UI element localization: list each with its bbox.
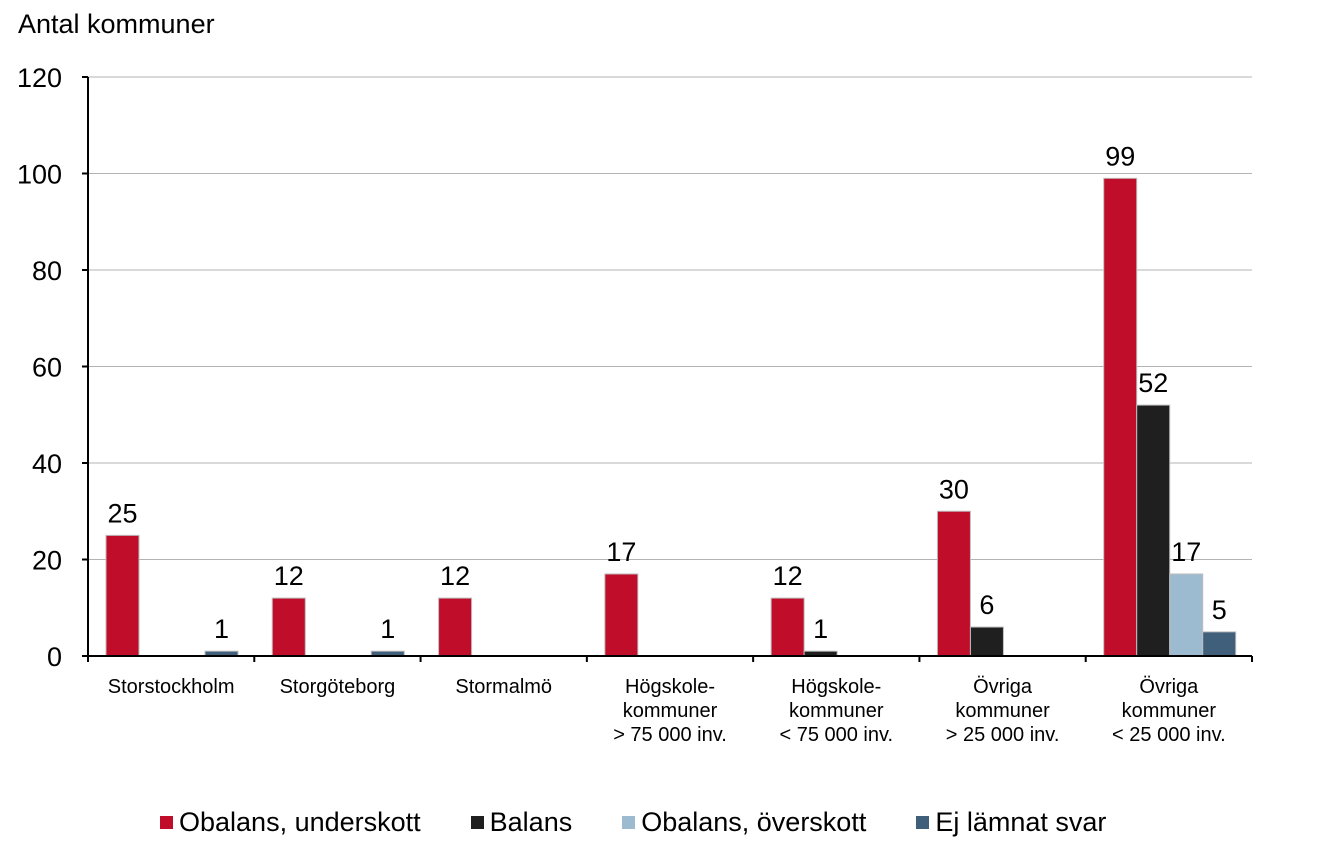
- y-tick-label: 20: [32, 546, 62, 576]
- legend-item: Balans: [470, 806, 573, 838]
- bar: [936, 510, 971, 657]
- x-tick-label-line: kommuner: [789, 700, 884, 722]
- legend-swatch: [916, 815, 930, 829]
- data-label: 1: [813, 614, 828, 644]
- y-axis-label: Antal kommuner: [18, 9, 215, 39]
- x-tick-label-line: Högskole-: [791, 676, 881, 698]
- y-tick-label: 40: [32, 449, 62, 479]
- bar: [105, 534, 140, 657]
- data-label: 17: [1171, 537, 1201, 567]
- y-tick-label: 80: [32, 256, 62, 286]
- data-label: 6: [979, 590, 994, 620]
- y-tick-label: 100: [17, 160, 62, 190]
- bar: [1103, 177, 1138, 657]
- x-tick-label-line: Högskole-: [625, 676, 715, 698]
- data-label: 30: [939, 474, 969, 504]
- bar: [1136, 404, 1171, 657]
- x-tick-label-line: Stormalmö: [455, 676, 552, 698]
- bar-chart: 0 20 40 60 80 100 120 Antal kommuner 25 12 12 17 12 3…: [17, 9, 1253, 746]
- legend-swatch: [160, 815, 173, 829]
- x-tick-label-line: Storgöteborg: [280, 676, 396, 698]
- data-label: 12: [440, 561, 470, 591]
- x-tick-label: Stormalmö: [455, 676, 552, 698]
- x-tick-label: Övriga kommuner < 25 000 inv.: [1112, 676, 1226, 746]
- data-label: 99: [1105, 141, 1135, 171]
- bar: [271, 597, 306, 657]
- data-label: 25: [107, 498, 137, 528]
- x-tick-label-line: > 75 000 inv.: [613, 724, 727, 746]
- data-label: 52: [1138, 368, 1168, 398]
- data-label: 17: [606, 537, 636, 567]
- x-tick-label-line: < 25 000 inv.: [1112, 724, 1226, 746]
- x-tick-label-line: > 25 000 inv.: [946, 724, 1060, 746]
- x-tick-label-line: Övriga: [973, 676, 1033, 698]
- x-tick-label: Högskole-kommuner < 75 000 inv.: [779, 676, 893, 746]
- x-tick-label-line: Storstockholm: [108, 676, 235, 698]
- x-tick-label-line: < 75 000 inv.: [779, 724, 893, 746]
- bar: [438, 597, 473, 657]
- y-tick-label: 60: [32, 353, 62, 383]
- bar: [1169, 573, 1204, 657]
- chart-legend: Obalans, underskott Balans Obalans, översk…: [160, 804, 1106, 840]
- legend-swatch: [622, 815, 636, 829]
- data-label: 1: [380, 614, 395, 644]
- legend-label: Obalans, underskott: [179, 806, 421, 837]
- bar: [1202, 631, 1237, 657]
- x-tick-label-line: kommuner: [955, 700, 1050, 722]
- legend-label: Balans: [489, 806, 573, 837]
- x-tick-label-line: kommuner: [1122, 700, 1217, 722]
- legend-item: Ej lämnat svar: [916, 807, 1106, 838]
- data-label: 12: [274, 561, 304, 591]
- data-label: 12: [773, 561, 803, 591]
- x-tick-label: Övriga kommuner > 25 000 inv.: [946, 676, 1060, 746]
- data-label: 5: [1212, 595, 1227, 625]
- legend-item: Obalans, överskott: [622, 807, 866, 838]
- x-tick-label-line: Övriga: [1139, 676, 1199, 698]
- bar: [969, 626, 1004, 657]
- bar: [770, 597, 805, 657]
- legend-item: Obalans, underskott: [160, 807, 421, 838]
- y-tick-label: 120: [17, 63, 62, 93]
- legend-label: Ej lämnat svar: [935, 806, 1107, 837]
- bar: [604, 573, 639, 657]
- legend-label: Obalans, överskott: [641, 806, 867, 837]
- x-tick-label: Storstockholm: [108, 676, 235, 698]
- legend-swatch: [470, 815, 484, 829]
- y-tick-label: 0: [47, 642, 62, 672]
- x-tick-label: Storgöteborg: [280, 676, 396, 698]
- x-tick-label-line: kommuner: [623, 700, 718, 722]
- x-tick-label: Högskole-kommuner > 75 000 inv.: [613, 676, 727, 746]
- data-label: 1: [214, 614, 229, 644]
